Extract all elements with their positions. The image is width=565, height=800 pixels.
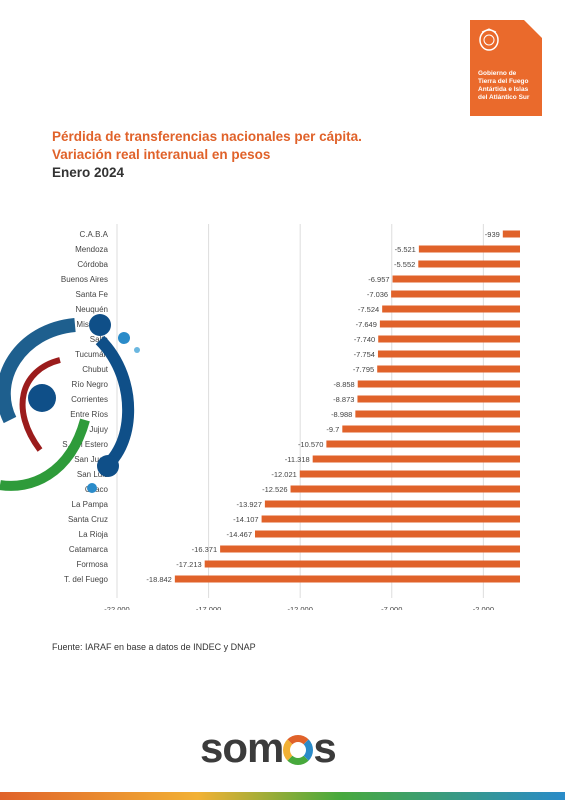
category-label: Misiones xyxy=(76,320,108,329)
category-label: Tucumán xyxy=(75,350,108,359)
category-label: Buenos Aires xyxy=(61,275,108,284)
chart-subtitle: Enero 2024 xyxy=(52,165,125,180)
data-label: -6.957 xyxy=(368,275,389,284)
data-label: -7.754 xyxy=(354,350,375,359)
bar xyxy=(264,500,520,508)
category-label: Córdoba xyxy=(77,260,108,269)
bar xyxy=(312,455,520,463)
bar xyxy=(290,485,520,493)
bar xyxy=(174,575,520,583)
bar xyxy=(342,425,520,433)
data-label: -7.795 xyxy=(353,365,374,374)
bar xyxy=(418,260,520,268)
bar-chart: -22.000 -17.000 -12.000 -7.000 -2.000 C.A.B.A… xyxy=(61,224,521,610)
brand-logo: som s xyxy=(200,724,337,772)
bar xyxy=(382,305,520,313)
bar xyxy=(392,275,520,283)
data-label: -13.927 xyxy=(236,500,261,509)
chart-title-line-1: Pérdida de transferencias nacionales per… xyxy=(52,129,362,144)
category-label: Mendoza xyxy=(75,245,108,254)
category-label: Entre Ríos xyxy=(70,410,108,419)
category-label: S. del Estero xyxy=(62,440,108,449)
bar xyxy=(261,515,520,523)
bar xyxy=(326,440,520,448)
x-tick-label: -17.000 xyxy=(196,605,221,610)
chart-header: Pérdida de transferencias nacionales per… xyxy=(52,128,362,182)
bar xyxy=(391,290,520,298)
data-label: -12.021 xyxy=(271,470,296,479)
category-label: Santa Fe xyxy=(76,290,109,299)
category-label: Jujuy xyxy=(89,425,108,434)
data-label: -7.649 xyxy=(356,320,377,329)
category-label: Chaco xyxy=(85,485,109,494)
category-label: Santa Cruz xyxy=(68,515,108,524)
data-label: -12.526 xyxy=(262,485,287,494)
data-label: -9.7 xyxy=(326,425,339,434)
category-label: Corrientes xyxy=(71,395,108,404)
bar xyxy=(220,545,521,553)
government-name: Gobierno de Tierra del Fuego Antártida e… xyxy=(478,70,530,101)
category-label: Formosa xyxy=(76,560,108,569)
source-note: Fuente: IARAF en base a datos de INDEC y… xyxy=(52,642,256,652)
category-label: La Pampa xyxy=(72,500,109,509)
bottom-color-bar xyxy=(0,792,565,800)
category-label: Río Negro xyxy=(72,380,109,389)
data-label: -7.524 xyxy=(358,305,379,314)
bar xyxy=(355,410,520,418)
bar xyxy=(204,560,520,568)
provincial-crest-icon xyxy=(479,28,499,51)
data-label: -7.036 xyxy=(367,290,388,299)
bar xyxy=(379,320,520,328)
x-tick-label: -7.000 xyxy=(381,605,402,610)
data-label: -16.371 xyxy=(192,545,217,554)
data-label: -8.988 xyxy=(331,410,352,419)
category-label: C.A.B.A xyxy=(80,230,109,239)
category-label: La Rioja xyxy=(79,530,109,539)
brand-text-start: som xyxy=(200,724,284,771)
category-label: San Juan xyxy=(74,455,108,464)
bar xyxy=(378,335,520,343)
data-label: -7.740 xyxy=(354,335,375,344)
bar xyxy=(357,380,520,388)
data-label: -939 xyxy=(485,230,500,239)
x-tick-label: -22.000 xyxy=(104,605,129,610)
category-label: San Luis xyxy=(77,470,108,479)
brand-ring-icon xyxy=(283,735,314,765)
category-label: Neuquén xyxy=(76,305,108,314)
bar xyxy=(254,530,521,538)
x-tick-label: -12.000 xyxy=(287,605,312,610)
category-label: T. del Fuego xyxy=(64,575,109,584)
bar xyxy=(299,470,520,478)
bar xyxy=(418,245,520,253)
data-label: -14.107 xyxy=(233,515,258,524)
bar xyxy=(357,395,520,403)
data-label: -14.467 xyxy=(227,530,252,539)
bar xyxy=(377,365,520,373)
government-logo: Gobierno de Tierra del Fuego Antártida e… xyxy=(470,20,542,116)
logo-corner-fold xyxy=(524,20,542,38)
data-label: -8.873 xyxy=(333,395,354,404)
data-label: -10.570 xyxy=(298,440,323,449)
category-label: Chubut xyxy=(82,365,109,374)
data-label: -18.842 xyxy=(146,575,171,584)
bar xyxy=(502,230,520,238)
data-label: -5.521 xyxy=(395,245,416,254)
category-label: Catamarca xyxy=(69,545,109,554)
x-tick-label: -2.000 xyxy=(473,605,494,610)
bar xyxy=(377,350,520,358)
data-label: -11.318 xyxy=(285,455,310,464)
data-label: -17.213 xyxy=(176,560,201,569)
data-label: -5.552 xyxy=(394,260,415,269)
data-label: -8.858 xyxy=(333,380,354,389)
chart-title-line-2: Variación real interanual en pesos xyxy=(52,147,271,162)
brand-text-end: s xyxy=(313,724,336,771)
category-label: Salta xyxy=(90,335,109,344)
